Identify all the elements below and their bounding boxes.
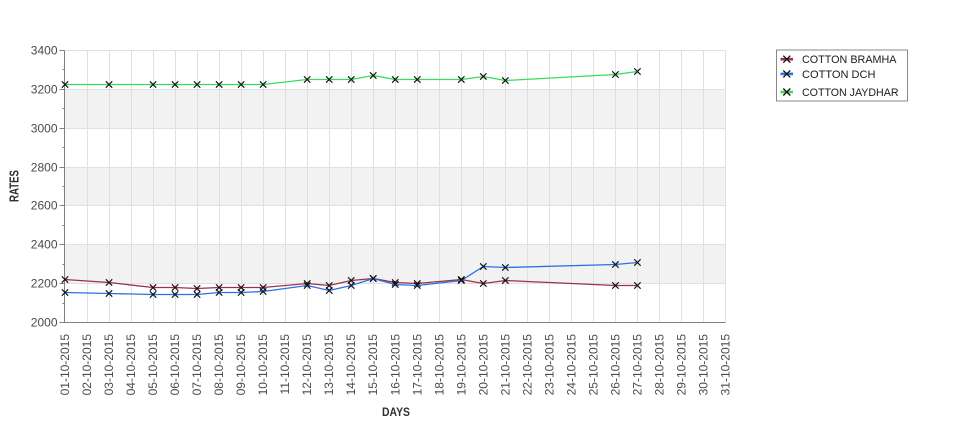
svg-text:2200: 2200: [31, 277, 58, 291]
svg-text:11-10-2015: 11-10-2015: [278, 334, 292, 395]
svg-text:RATES: RATES: [7, 170, 22, 202]
svg-text:30-10-2015: 30-10-2015: [696, 334, 710, 396]
svg-text:2800: 2800: [31, 161, 58, 175]
svg-text:31-10-2015: 31-10-2015: [719, 334, 733, 396]
svg-text:29-10-2015: 29-10-2015: [674, 334, 688, 396]
svg-text:COTTON JAYDHAR: COTTON JAYDHAR: [802, 87, 899, 99]
svg-text:28-10-2015: 28-10-2015: [652, 334, 666, 396]
svg-text:22-10-2015: 22-10-2015: [520, 334, 534, 396]
svg-text:20-10-2015: 20-10-2015: [476, 334, 490, 396]
svg-text:05-10-2015: 05-10-2015: [146, 334, 160, 396]
svg-text:DAYS: DAYS: [382, 405, 410, 419]
svg-text:14-10-2015: 14-10-2015: [344, 334, 358, 396]
svg-text:2600: 2600: [31, 199, 58, 213]
svg-text:2000: 2000: [31, 316, 58, 330]
svg-text:13-10-2015: 13-10-2015: [322, 334, 336, 396]
svg-text:COTTON BRAMHA: COTTON BRAMHA: [802, 54, 897, 66]
svg-text:06-10-2015: 06-10-2015: [168, 334, 182, 396]
svg-text:10-10-2015: 10-10-2015: [256, 334, 270, 396]
svg-text:15-10-2015: 15-10-2015: [366, 334, 380, 396]
svg-text:27-10-2015: 27-10-2015: [630, 334, 644, 396]
svg-text:08-10-2015: 08-10-2015: [212, 334, 226, 396]
svg-text:04-10-2015: 04-10-2015: [124, 334, 138, 396]
svg-text:2400: 2400: [31, 238, 58, 252]
svg-text:12-10-2015: 12-10-2015: [300, 334, 314, 396]
svg-text:23-10-2015: 23-10-2015: [542, 334, 556, 396]
svg-text:18-10-2015: 18-10-2015: [432, 334, 446, 396]
svg-text:25-10-2015: 25-10-2015: [586, 334, 600, 396]
svg-text:09-10-2015: 09-10-2015: [234, 334, 248, 396]
svg-text:3400: 3400: [31, 44, 58, 58]
svg-text:3000: 3000: [31, 122, 58, 136]
svg-text:03-10-2015: 03-10-2015: [102, 334, 116, 396]
svg-text:COTTON DCH: COTTON DCH: [802, 69, 876, 81]
svg-text:26-10-2015: 26-10-2015: [608, 334, 622, 396]
svg-text:3200: 3200: [31, 83, 58, 97]
svg-text:17-10-2015: 17-10-2015: [410, 334, 424, 396]
svg-text:24-10-2015: 24-10-2015: [564, 334, 578, 396]
svg-text:21-10-2015: 21-10-2015: [498, 334, 512, 396]
svg-text:16-10-2015: 16-10-2015: [388, 334, 402, 396]
svg-text:02-10-2015: 02-10-2015: [80, 334, 94, 396]
svg-text:19-10-2015: 19-10-2015: [454, 334, 468, 396]
svg-text:07-10-2015: 07-10-2015: [190, 334, 204, 396]
svg-text:01-10-2015: 01-10-2015: [58, 334, 72, 396]
